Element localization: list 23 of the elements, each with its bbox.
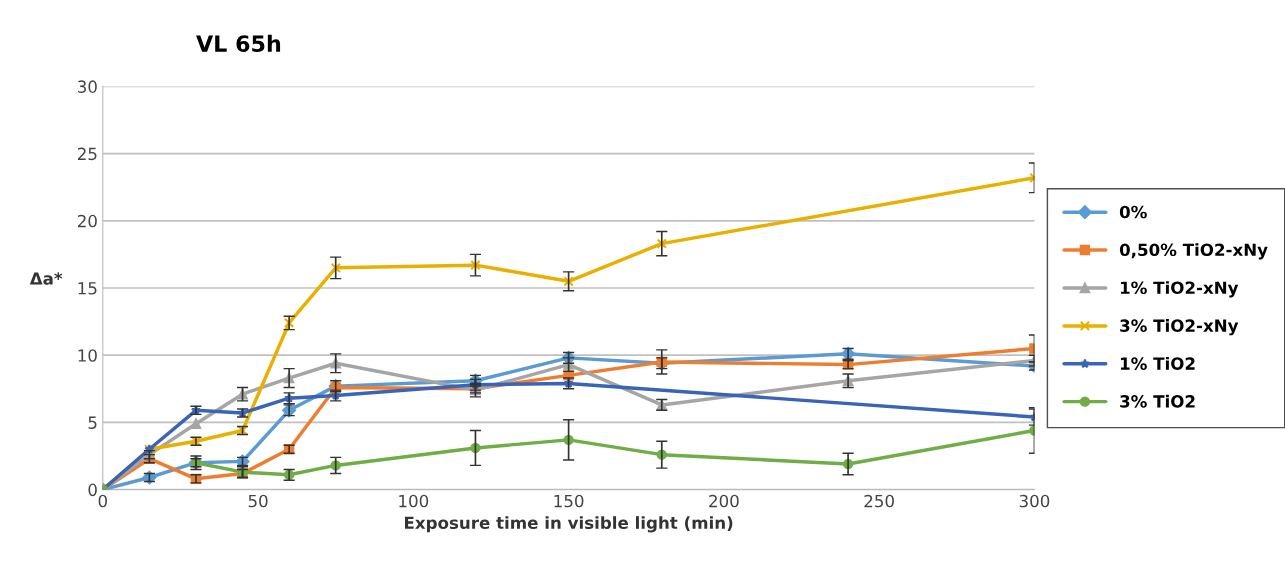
y-tick-label: 0 [88,483,97,497]
y-tick-label: 30 [78,80,97,93]
legend-label: 0% [1119,205,1147,219]
y-axis-title: Δa* [29,272,63,285]
y-tick-label: 25 [77,147,97,161]
x-tick-label: 50 [248,494,268,508]
x-axis-title: Exposure time in visible light (min) [405,516,733,533]
legend-label: 3% TiO2 [1120,394,1195,408]
x-tick-label: 0 [98,494,107,508]
chart-title: VL 65h [196,34,281,52]
x-tick-label: 300 [1019,494,1050,508]
legend-label: 0,50% TiO2-xNy [1119,243,1268,260]
x-tick-label: 150 [554,494,584,508]
legend-label: 1% TiO2 [1120,356,1195,370]
legend-label: 1% TiO2-xNy [1120,281,1239,298]
y-tick-label: 15 [78,282,97,295]
legend-label: 3% TiO2-xNy [1120,319,1239,336]
y-tick-label: 10 [78,349,97,362]
x-tick-label: 200 [709,494,739,508]
x-tick-label: 100 [399,494,429,508]
y-tick-label: 20 [77,214,97,228]
y-tick-label: 5 [88,416,97,429]
x-tick-label: 250 [864,494,894,508]
